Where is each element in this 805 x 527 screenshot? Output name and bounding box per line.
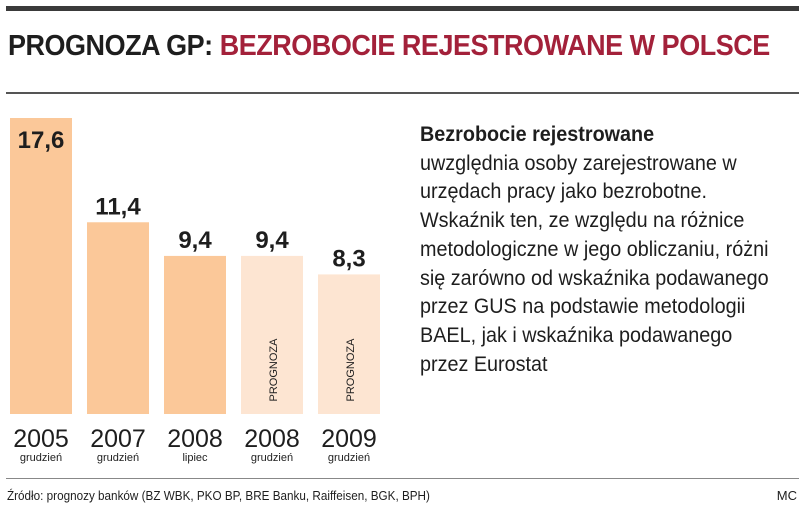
title-prefix: PROGNOZA GP: <box>8 30 213 62</box>
period-label-5: grudzień <box>328 452 370 464</box>
bar-2 <box>87 222 149 414</box>
period-label-4: grudzień <box>251 452 293 464</box>
period-label-1: grudzień <box>20 452 62 464</box>
top-rule <box>6 6 799 11</box>
description: Bezrobocie rejestrowane uwzględnia osoby… <box>420 120 774 378</box>
value-label-5: 8,3 <box>332 245 365 272</box>
author-initials: MC <box>776 488 797 503</box>
forecast-label-4: PROGNOZA <box>268 338 280 402</box>
value-label-3: 9,4 <box>178 227 212 254</box>
year-label-5: 2009 <box>321 425 377 453</box>
title-rule <box>6 92 799 94</box>
year-label-3: 2008 <box>167 425 223 453</box>
page-title: PROGNOZA GP: BEZROBOCIE REJESTROWANE W P… <box>8 32 770 61</box>
title-main: BEZROBOCIE REJESTROWANE W POLSCE <box>219 30 771 62</box>
value-label-4: 9,4 <box>255 227 289 254</box>
year-label-2: 2007 <box>90 425 146 453</box>
bar-chart: 17,62005grudzień11,42007grudzień9,42008l… <box>10 118 380 464</box>
period-label-2: grudzień <box>97 452 139 464</box>
description-body: uwzględnia osoby zarejestrowane w urzęda… <box>420 150 769 376</box>
bar-5 <box>318 274 380 414</box>
value-label-1: 17,6 <box>18 127 65 154</box>
forecast-label-5: PROGNOZA <box>345 338 357 402</box>
bottom-rule <box>6 478 799 479</box>
bar-3 <box>164 255 226 414</box>
period-label-3: lipiec <box>182 452 208 464</box>
year-label-4: 2008 <box>244 425 300 453</box>
year-label-1: 2005 <box>13 425 69 453</box>
source-note: Źródło: prognozy banków (BZ WBK, PKO BP,… <box>7 488 430 503</box>
bar-4 <box>241 255 303 414</box>
bar-1 <box>10 118 72 414</box>
description-heading: Bezrobocie rejestrowane <box>420 122 655 146</box>
value-label-2: 11,4 <box>95 193 141 220</box>
